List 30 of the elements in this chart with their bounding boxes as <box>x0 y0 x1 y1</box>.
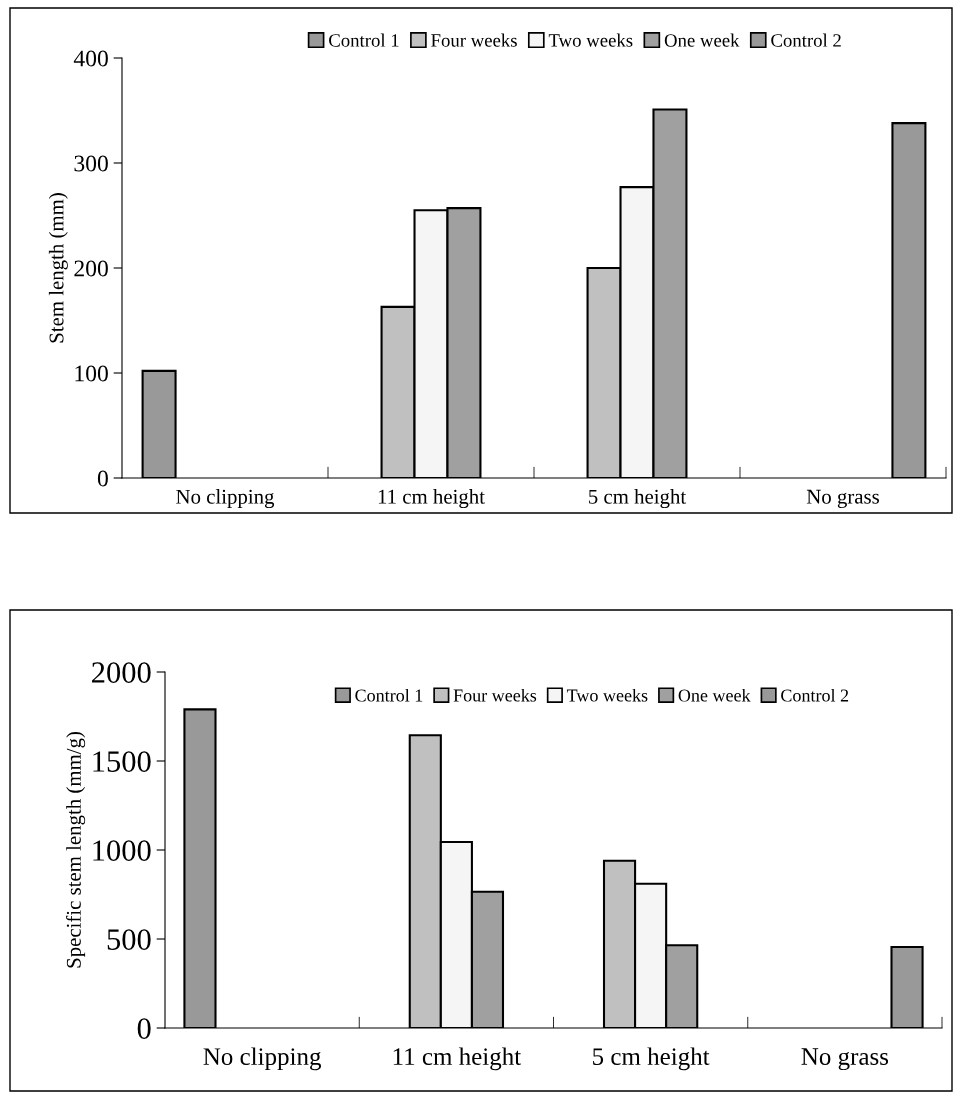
legend-label: Control 1 <box>355 688 423 702</box>
x-tick-label: No grass <box>801 1048 889 1071</box>
legend-label: One week <box>664 33 740 47</box>
y-tick-label: 2000 <box>92 662 151 683</box>
y-tick-label: 0 <box>97 470 108 487</box>
y-tick-label: 100 <box>75 365 108 382</box>
y-axis-title: Stem length (mm) <box>48 193 68 343</box>
legend-label: Control 1 <box>329 33 399 47</box>
legend-label: Four weeks <box>431 33 517 47</box>
legend-label: Control 2 <box>771 33 841 47</box>
y-tick-label: 400 <box>73 50 108 67</box>
legend-label: Control 2 <box>781 688 849 702</box>
legend-label: Two weeks <box>548 33 633 47</box>
x-tick-label: 11 cm height <box>393 1047 522 1071</box>
legend-label: Four weeks <box>453 688 537 702</box>
legend-label: Two weeks <box>566 688 648 702</box>
x-tick-label: No grass <box>806 489 879 508</box>
y-axis-title: Specific stem length (mm/g) <box>65 732 86 968</box>
x-tick-label: 5 cm height <box>593 1047 710 1071</box>
y-tick-label: 0 <box>137 1018 151 1039</box>
legend-label: One week <box>678 688 751 702</box>
x-tick-label: 5 cm height <box>589 489 687 509</box>
y-tick-label: 500 <box>107 929 151 950</box>
y-tick-label: 200 <box>74 260 108 277</box>
x-tick-label: No clipping <box>176 489 275 509</box>
x-tick-label: No clipping <box>203 1047 322 1071</box>
y-tick-label: 300 <box>74 155 108 172</box>
y-tick-label: 1500 <box>93 751 151 772</box>
y-tick-label: 1000 <box>93 840 151 861</box>
x-tick-label: 11 cm height <box>378 489 485 509</box>
